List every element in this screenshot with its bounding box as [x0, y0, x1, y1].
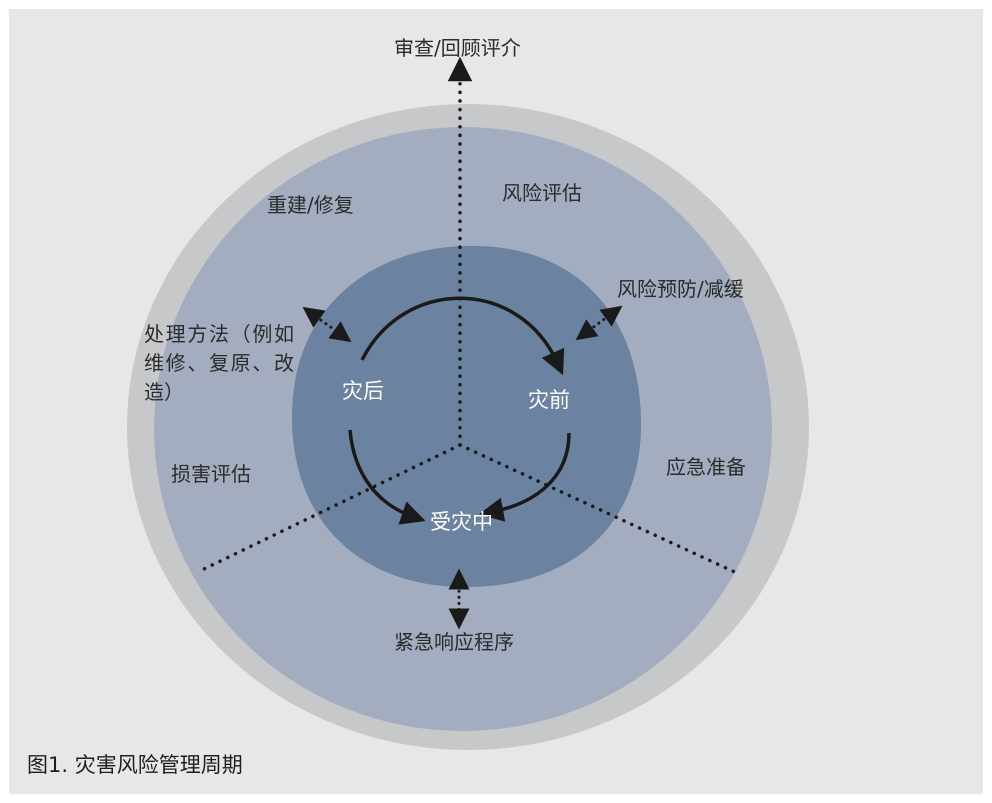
- arrow-after-to-before: [360, 296, 565, 376]
- arrow-before-to-during: [478, 432, 571, 522]
- label-treatment-methods: 处理方法（例如维修、复原、改造）: [144, 322, 294, 404]
- label-after: 灾后: [342, 379, 384, 403]
- label-emergency-response: 紧急响应程序: [394, 630, 514, 654]
- dbl-arrow-left: [302, 306, 352, 343]
- label-risk-assessment: 风险评估: [502, 181, 582, 205]
- label-during: 受灾中: [430, 510, 493, 534]
- label-damage-assessment: 损害评估: [171, 462, 251, 486]
- figure-caption: 图1. 灾害风险管理周期: [27, 753, 243, 777]
- label-preparedness: 应急准备: [666, 455, 746, 479]
- label-reconstruction: 重建/修复: [267, 193, 354, 217]
- label-risk-prevention: 风险预防/减缓: [617, 277, 744, 301]
- label-before: 灾前: [528, 388, 570, 412]
- figure-canvas: 审查/回顾评介 重建/修复 风险评估 风险预防/减缓 处理方法（例如维修、复原、…: [9, 9, 983, 794]
- divider-right: [458, 443, 741, 576]
- inner-disk: [291, 245, 642, 588]
- dbl-arrow-right: [575, 305, 623, 341]
- cycle-diagram: [127, 56, 809, 750]
- label-review: 审查/回顾评介: [394, 36, 521, 60]
- arrow-after-to-during: [348, 429, 426, 525]
